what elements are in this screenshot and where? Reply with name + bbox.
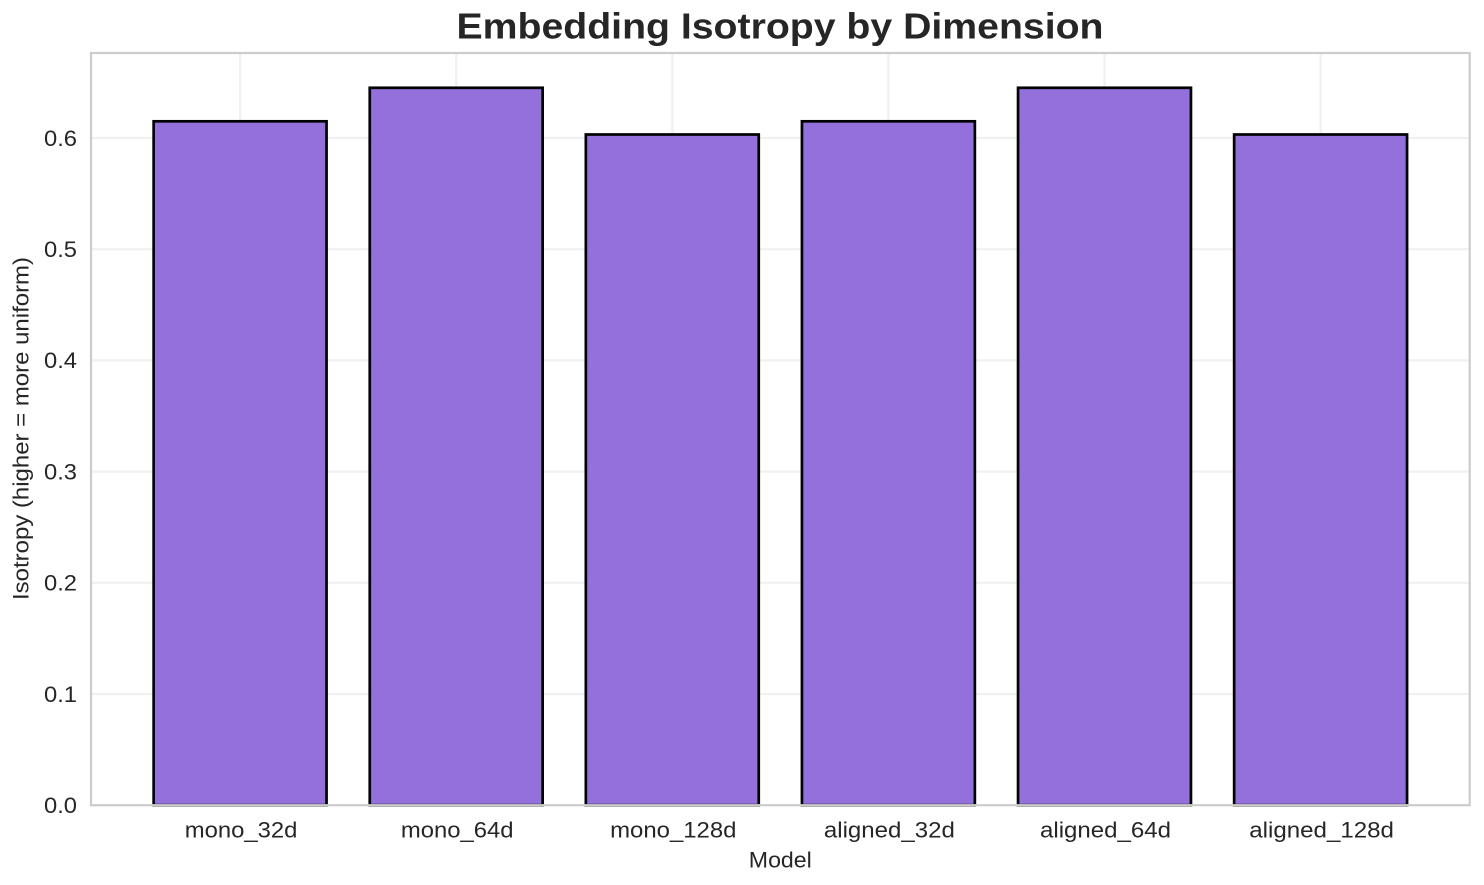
svg-text:0.6: 0.6 [44, 126, 77, 151]
svg-text:Embedding Isotropy by Dimensio: Embedding Isotropy by Dimension [457, 6, 1104, 47]
svg-text:Isotropy (higher = more unifor: Isotropy (higher = more uniform) [9, 257, 34, 600]
svg-text:mono_32d: mono_32d [185, 817, 298, 842]
svg-text:aligned_64d: aligned_64d [1040, 817, 1171, 842]
svg-text:0.1: 0.1 [44, 682, 77, 707]
svg-text:0.4: 0.4 [44, 348, 77, 373]
svg-text:mono_128d: mono_128d [610, 817, 736, 842]
svg-text:0.2: 0.2 [44, 571, 77, 596]
svg-text:aligned_32d: aligned_32d [824, 817, 955, 842]
svg-text:0.0: 0.0 [44, 793, 77, 818]
svg-text:mono_64d: mono_64d [401, 817, 514, 842]
svg-text:Model: Model [749, 847, 812, 872]
svg-text:0.5: 0.5 [44, 237, 77, 262]
svg-text:aligned_128d: aligned_128d [1249, 817, 1394, 842]
svg-text:0.3: 0.3 [44, 459, 77, 484]
